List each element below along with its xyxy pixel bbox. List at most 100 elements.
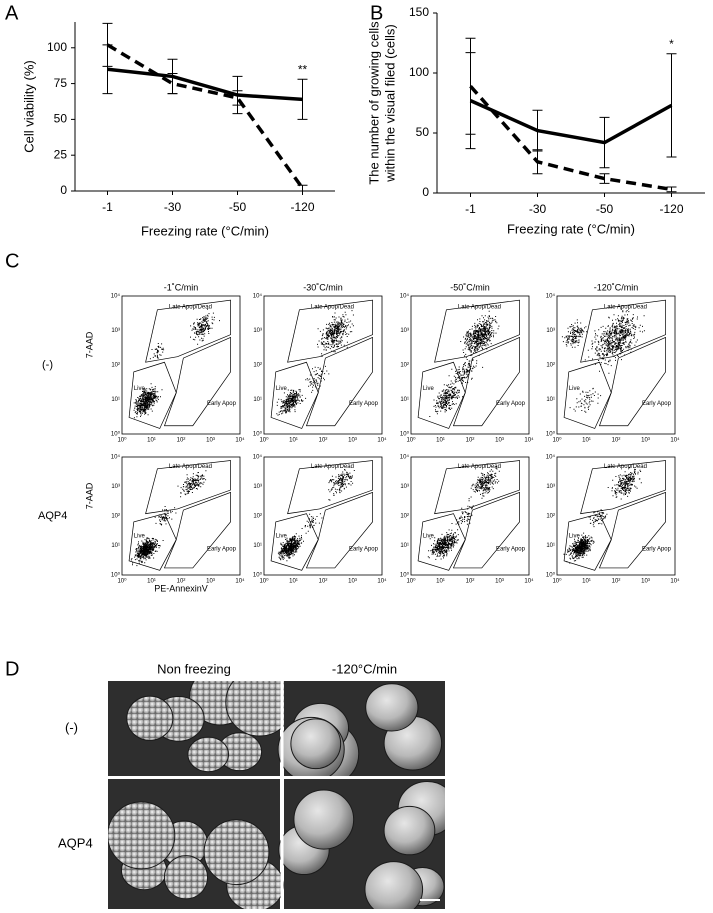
y-tick-label: 10⁰	[111, 431, 121, 438]
event-cloud	[277, 469, 355, 562]
y-tick-label: 10²	[546, 514, 555, 520]
y-tick-label: 10⁴	[400, 293, 410, 300]
gate-label: Live	[569, 386, 581, 392]
gate	[305, 336, 373, 427]
sem-cell	[293, 789, 355, 850]
gate	[417, 513, 466, 571]
plot-frame	[410, 295, 530, 435]
y-tick-label: 10¹	[111, 543, 120, 549]
x-tick-label: -1	[465, 202, 476, 216]
gate	[270, 513, 319, 571]
y-tick-label: 10²	[253, 363, 262, 369]
sem-cell	[108, 801, 176, 870]
y-axis-label: 7-AAD	[84, 331, 94, 358]
gate-label: Early Apop	[349, 547, 379, 553]
y-tick-label: 10⁴	[546, 293, 556, 300]
x-tick-label: 10²	[319, 438, 328, 444]
x-tick-label: 10⁴	[377, 578, 387, 585]
gate-label: Live	[569, 534, 581, 540]
plot-frame	[556, 295, 676, 435]
error-bar	[297, 78, 308, 120]
plot-frame	[556, 456, 676, 576]
gate	[128, 513, 177, 571]
gate-label: Live	[276, 534, 288, 540]
error-bar	[599, 173, 610, 184]
y-tick-label: 10³	[111, 484, 120, 490]
x-tick-label: -30	[164, 200, 182, 214]
gate-label: Late Apop/Dead	[458, 305, 501, 311]
event-cloud	[561, 304, 645, 413]
y-tick-label: 10³	[111, 328, 120, 334]
y-tick-label: 50	[54, 112, 68, 126]
y-tick-label: 10²	[400, 363, 409, 369]
y-axis-label: Cell viability (%)	[21, 60, 36, 152]
gate-label: Early Apop	[207, 401, 237, 407]
x-tick-label: 10⁰	[117, 437, 127, 444]
gate-label: Early Apop	[207, 547, 237, 553]
y-tick-label: 75	[54, 76, 68, 90]
sem-cell	[203, 819, 270, 886]
x-tick-label: 10⁴	[235, 578, 245, 585]
gate-label: Late Apop/Dead	[311, 464, 354, 470]
y-tick-label: 10¹	[400, 397, 409, 403]
y-tick-label: 10⁰	[546, 431, 556, 438]
row-label: (-)	[65, 720, 78, 735]
x-tick-label: 10³	[348, 579, 357, 585]
gate	[434, 460, 520, 515]
gate	[563, 513, 612, 571]
gate	[434, 299, 520, 363]
sem-cell	[383, 805, 436, 856]
x-tick-label: 10⁰	[552, 578, 562, 585]
y-tick-label: 10¹	[400, 543, 409, 549]
y-tick-label: 10⁰	[253, 431, 263, 438]
gate	[580, 299, 666, 363]
x-tick-label: 10⁴	[670, 578, 680, 585]
gate-label: Early Apop	[496, 401, 526, 407]
y-tick-label: 10⁰	[546, 572, 556, 579]
x-tick-label: 10⁴	[377, 437, 387, 444]
x-tick-label: 10³	[641, 579, 650, 585]
error-bar	[599, 116, 610, 169]
x-tick-label: 10¹	[147, 438, 156, 444]
y-tick-label: 100	[47, 40, 67, 54]
y-axis-label: within the visual filed (cells)	[382, 24, 397, 183]
event-cloud	[276, 310, 354, 416]
x-tick-label: 10¹	[289, 579, 298, 585]
event-cloud	[427, 466, 500, 560]
y-tick-label: 10³	[400, 328, 409, 334]
x-tick-label: -120	[290, 200, 314, 214]
x-tick-label: 10¹	[582, 579, 591, 585]
y-tick-label: 150	[409, 5, 429, 19]
x-tick-label: 10¹	[147, 579, 156, 585]
y-tick-label: 10³	[253, 328, 262, 334]
gate-label: Late Apop/Dead	[169, 464, 212, 470]
y-tick-label: 10³	[253, 484, 262, 490]
gate-label: Early Apop	[642, 401, 672, 407]
series-line	[107, 67, 303, 102]
x-tick-label: 10³	[348, 438, 357, 444]
gate	[563, 361, 612, 429]
error-bar	[102, 22, 113, 67]
y-tick-label: 10¹	[253, 543, 262, 549]
y-tick-label: 0	[60, 183, 67, 197]
x-tick-label: 10⁰	[117, 578, 127, 585]
gate-label: Late Apop/Dead	[169, 305, 212, 311]
y-tick-label: 10¹	[111, 397, 120, 403]
sem-cell	[364, 861, 424, 909]
y-axis-label: The number of growing cells	[366, 21, 381, 185]
gate-label: Live	[423, 386, 435, 392]
panel-letter: B	[370, 2, 383, 24]
gate-label: Late Apop/Dead	[311, 305, 354, 311]
sem-images	[108, 681, 445, 909]
column-title: -50˚C/min	[450, 282, 490, 292]
sem-cell	[187, 736, 230, 773]
y-axis-label: 7-AAD	[84, 482, 94, 509]
y-tick-label: 10⁴	[111, 454, 121, 461]
x-tick-label: 10³	[206, 579, 215, 585]
series-line	[469, 99, 673, 145]
gate-label: Live	[276, 386, 288, 392]
error-bar	[532, 149, 543, 175]
y-tick-label: 10⁰	[400, 431, 410, 438]
gate-label: Early Apop	[349, 401, 379, 407]
